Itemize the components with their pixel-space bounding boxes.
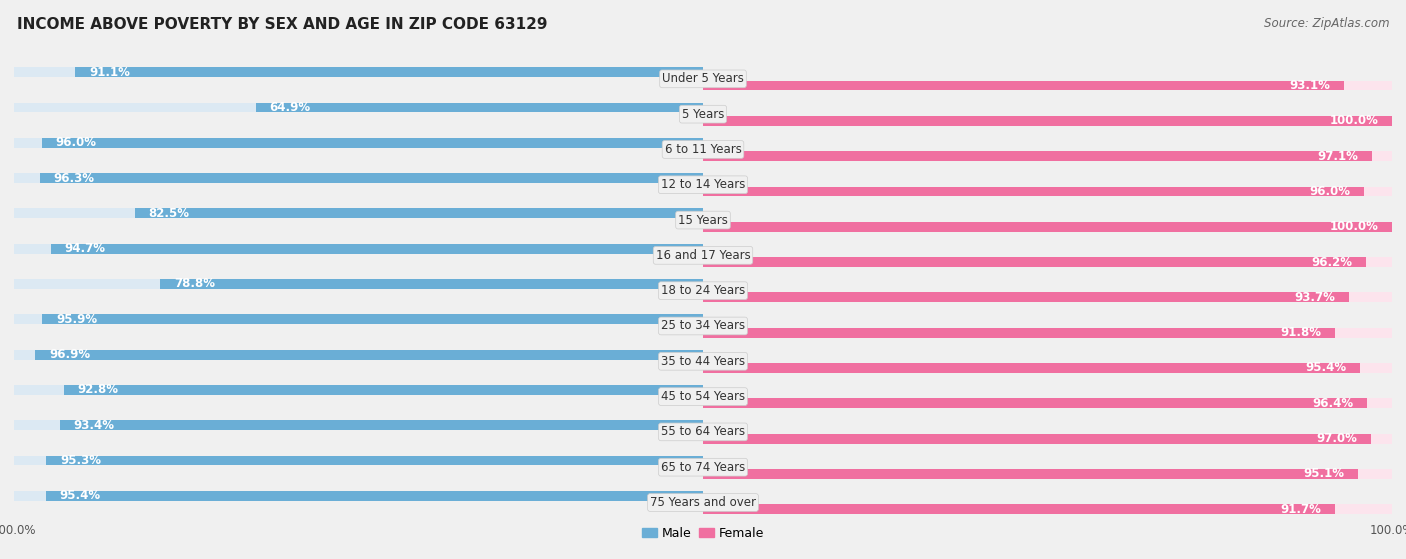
Text: 100.0%: 100.0% — [1369, 524, 1406, 537]
Bar — [46, 491, 703, 501]
Bar — [703, 187, 1364, 196]
Bar — [39, 173, 703, 183]
Bar — [703, 434, 1392, 443]
Bar — [703, 469, 1358, 479]
Bar — [14, 456, 703, 466]
Bar — [703, 504, 1392, 514]
Bar — [703, 328, 1392, 338]
Text: 91.8%: 91.8% — [1281, 326, 1322, 339]
Bar — [14, 138, 703, 148]
Text: 12 to 14 Years: 12 to 14 Years — [661, 178, 745, 191]
Bar — [703, 292, 1392, 302]
Bar — [703, 80, 1344, 91]
Bar — [703, 292, 1348, 302]
Bar — [14, 102, 703, 112]
Text: 82.5%: 82.5% — [149, 207, 190, 220]
Text: 96.3%: 96.3% — [53, 172, 94, 184]
Bar — [42, 314, 703, 324]
Bar — [14, 279, 703, 289]
Bar — [63, 385, 703, 395]
Bar — [703, 399, 1367, 408]
Text: 91.7%: 91.7% — [1279, 503, 1322, 516]
Bar — [51, 244, 703, 254]
Text: 65 to 74 Years: 65 to 74 Years — [661, 461, 745, 473]
Text: 95.1%: 95.1% — [1303, 467, 1344, 480]
Bar — [703, 257, 1392, 267]
Legend: Male, Female: Male, Female — [637, 522, 769, 545]
Text: 95.3%: 95.3% — [60, 454, 101, 467]
Bar — [76, 67, 703, 77]
Bar — [703, 80, 1392, 91]
Text: 95.4%: 95.4% — [59, 489, 101, 503]
Bar — [703, 363, 1392, 373]
Text: 97.1%: 97.1% — [1317, 150, 1358, 163]
Bar — [256, 102, 703, 112]
Bar — [135, 209, 703, 219]
Bar — [703, 116, 1392, 126]
Text: 96.0%: 96.0% — [1309, 185, 1351, 198]
Bar — [14, 491, 703, 501]
Text: 96.4%: 96.4% — [1312, 397, 1354, 410]
Bar — [703, 504, 1334, 514]
Text: 93.4%: 93.4% — [73, 419, 114, 432]
Bar — [59, 420, 703, 430]
Text: 35 to 44 Years: 35 to 44 Years — [661, 355, 745, 368]
Text: 75 Years and over: 75 Years and over — [650, 496, 756, 509]
Bar — [703, 363, 1360, 373]
Bar — [703, 151, 1392, 161]
Text: 5 Years: 5 Years — [682, 108, 724, 121]
Text: 92.8%: 92.8% — [77, 383, 118, 396]
Text: 45 to 54 Years: 45 to 54 Years — [661, 390, 745, 403]
Text: 94.7%: 94.7% — [65, 242, 105, 255]
Bar — [14, 349, 703, 359]
Bar — [703, 151, 1372, 161]
Bar — [703, 399, 1392, 408]
Bar — [160, 279, 703, 289]
Bar — [14, 385, 703, 395]
Text: 95.4%: 95.4% — [1305, 362, 1347, 375]
Text: 16 and 17 Years: 16 and 17 Years — [655, 249, 751, 262]
Text: 64.9%: 64.9% — [270, 101, 311, 114]
Text: 93.7%: 93.7% — [1294, 291, 1334, 304]
Text: 96.0%: 96.0% — [55, 136, 97, 149]
Text: 78.8%: 78.8% — [174, 277, 215, 291]
Text: 93.1%: 93.1% — [1289, 79, 1330, 92]
Bar — [14, 173, 703, 183]
Bar — [35, 349, 703, 359]
Bar — [14, 314, 703, 324]
Text: 97.0%: 97.0% — [1316, 432, 1358, 445]
Text: Source: ZipAtlas.com: Source: ZipAtlas.com — [1264, 17, 1389, 30]
Bar — [14, 67, 703, 77]
Bar — [703, 116, 1392, 126]
Text: 100.0%: 100.0% — [1329, 115, 1378, 127]
Bar — [14, 209, 703, 219]
Text: 55 to 64 Years: 55 to 64 Years — [661, 425, 745, 438]
Bar — [703, 222, 1392, 232]
Text: Under 5 Years: Under 5 Years — [662, 72, 744, 86]
Bar — [14, 244, 703, 254]
Text: 18 to 24 Years: 18 to 24 Years — [661, 284, 745, 297]
Text: 25 to 34 Years: 25 to 34 Years — [661, 320, 745, 333]
Text: 15 Years: 15 Years — [678, 214, 728, 226]
Text: 96.2%: 96.2% — [1310, 255, 1353, 268]
Text: 100.0%: 100.0% — [1329, 220, 1378, 233]
Text: 100.0%: 100.0% — [0, 524, 37, 537]
Text: 96.9%: 96.9% — [49, 348, 90, 361]
Bar — [42, 138, 703, 148]
Text: 95.9%: 95.9% — [56, 313, 97, 326]
Bar — [14, 420, 703, 430]
Text: 91.1%: 91.1% — [89, 65, 129, 79]
Bar — [703, 434, 1371, 443]
Bar — [703, 469, 1392, 479]
Bar — [46, 456, 703, 466]
Text: 6 to 11 Years: 6 to 11 Years — [665, 143, 741, 156]
Text: INCOME ABOVE POVERTY BY SEX AND AGE IN ZIP CODE 63129: INCOME ABOVE POVERTY BY SEX AND AGE IN Z… — [17, 17, 547, 32]
Bar — [703, 257, 1365, 267]
Bar — [703, 187, 1392, 196]
Bar — [703, 222, 1392, 232]
Bar — [703, 328, 1336, 338]
